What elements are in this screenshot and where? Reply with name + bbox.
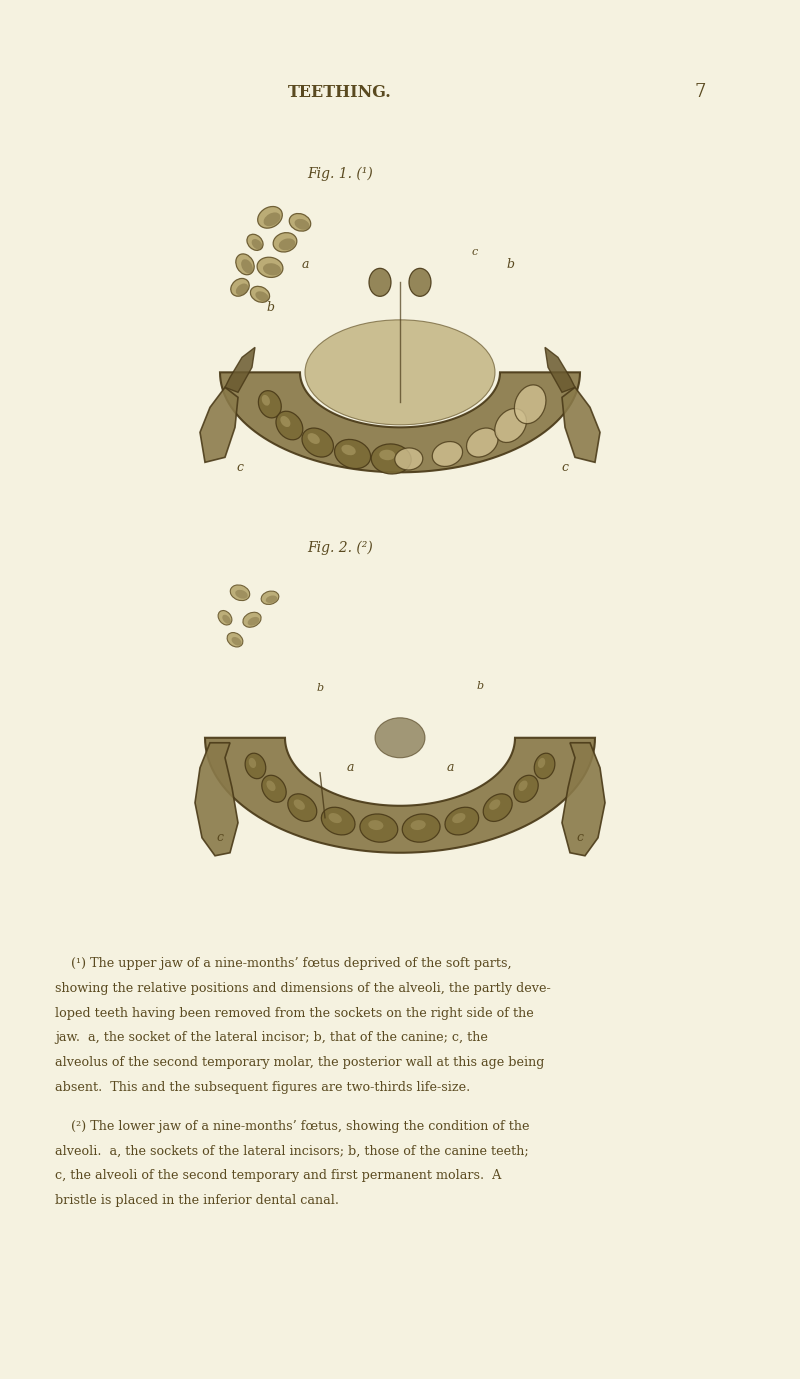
Polygon shape <box>220 372 580 473</box>
Ellipse shape <box>538 758 546 768</box>
Ellipse shape <box>231 637 242 645</box>
Ellipse shape <box>273 233 297 252</box>
Text: Fig. 2. (²): Fig. 2. (²) <box>307 541 373 554</box>
Ellipse shape <box>230 585 250 601</box>
Ellipse shape <box>452 814 466 823</box>
Ellipse shape <box>248 616 259 626</box>
Ellipse shape <box>294 800 305 809</box>
Ellipse shape <box>534 753 555 779</box>
Text: Fig. 1. (¹): Fig. 1. (¹) <box>307 167 373 181</box>
Ellipse shape <box>266 596 278 603</box>
Ellipse shape <box>409 269 431 296</box>
Text: b: b <box>506 258 514 270</box>
Ellipse shape <box>302 427 334 456</box>
Ellipse shape <box>294 219 310 230</box>
Ellipse shape <box>395 448 422 470</box>
Text: alveolus of the second temporary molar, the posterior wall at this age being: alveolus of the second temporary molar, … <box>55 1056 544 1069</box>
Text: c: c <box>472 247 478 258</box>
Text: a: a <box>302 258 309 270</box>
Ellipse shape <box>247 234 263 251</box>
Text: c: c <box>217 832 223 844</box>
Ellipse shape <box>445 807 478 834</box>
Ellipse shape <box>360 814 398 843</box>
Ellipse shape <box>280 416 290 427</box>
Text: TEETHING.: TEETHING. <box>288 84 392 101</box>
Ellipse shape <box>263 212 281 226</box>
Ellipse shape <box>218 611 232 625</box>
Ellipse shape <box>329 814 342 823</box>
Text: 7: 7 <box>694 83 706 102</box>
Ellipse shape <box>230 279 250 296</box>
Ellipse shape <box>368 821 383 830</box>
Ellipse shape <box>369 269 391 296</box>
Text: b: b <box>266 301 274 314</box>
Ellipse shape <box>241 259 253 273</box>
Text: c: c <box>577 832 583 844</box>
Ellipse shape <box>290 214 310 232</box>
Polygon shape <box>225 348 255 393</box>
Polygon shape <box>562 743 605 856</box>
Ellipse shape <box>305 320 495 425</box>
Ellipse shape <box>257 258 283 277</box>
Ellipse shape <box>235 590 248 598</box>
Ellipse shape <box>252 239 262 250</box>
Ellipse shape <box>379 450 395 461</box>
Text: bristle is placed in the inferior dental canal.: bristle is placed in the inferior dental… <box>55 1194 339 1207</box>
Text: alveoli.  a, the sockets of the lateral incisors; b, those of the canine teeth;: alveoli. a, the sockets of the lateral i… <box>55 1145 529 1157</box>
Ellipse shape <box>483 794 512 822</box>
Ellipse shape <box>489 800 500 809</box>
Ellipse shape <box>222 615 230 623</box>
Ellipse shape <box>402 814 440 843</box>
Text: absent.  This and the subsequent figures are two-thirds life-size.: absent. This and the subsequent figures … <box>55 1081 470 1094</box>
Text: loped teeth having been removed from the sockets on the right side of the: loped teeth having been removed from the… <box>55 1007 534 1019</box>
Polygon shape <box>545 348 575 393</box>
Text: c: c <box>237 461 243 474</box>
Ellipse shape <box>263 263 281 276</box>
Polygon shape <box>562 387 600 462</box>
Ellipse shape <box>258 390 282 418</box>
Text: b: b <box>317 683 323 692</box>
Ellipse shape <box>322 807 355 834</box>
Ellipse shape <box>255 291 269 302</box>
Polygon shape <box>205 738 595 852</box>
Ellipse shape <box>375 717 425 758</box>
Text: a: a <box>346 761 354 774</box>
Ellipse shape <box>342 445 356 455</box>
Ellipse shape <box>410 821 426 830</box>
Ellipse shape <box>261 592 279 604</box>
Ellipse shape <box>494 408 526 443</box>
Ellipse shape <box>245 753 266 779</box>
Text: showing the relative positions and dimensions of the alveoli, the partly deve-: showing the relative positions and dimen… <box>55 982 550 994</box>
Ellipse shape <box>514 775 538 803</box>
Polygon shape <box>195 743 238 856</box>
Ellipse shape <box>258 207 282 228</box>
Ellipse shape <box>262 394 270 405</box>
Ellipse shape <box>466 427 498 456</box>
Ellipse shape <box>432 441 462 466</box>
Ellipse shape <box>249 758 256 768</box>
Text: b: b <box>477 681 483 691</box>
Text: c: c <box>562 461 569 474</box>
Text: jaw.  a, the socket of the lateral incisor; b, that of the canine; c, the: jaw. a, the socket of the lateral inciso… <box>55 1031 488 1044</box>
Polygon shape <box>200 387 238 462</box>
Ellipse shape <box>307 433 320 444</box>
Ellipse shape <box>288 794 317 822</box>
Ellipse shape <box>518 781 527 792</box>
Ellipse shape <box>262 775 286 803</box>
Text: (¹) The upper jaw of a nine-months’ fœtus deprived of the soft parts,: (¹) The upper jaw of a nine-months’ fœtu… <box>55 957 512 969</box>
Ellipse shape <box>514 385 546 423</box>
Text: c, the alveoli of the second temporary and first permanent molars.  A: c, the alveoli of the second temporary a… <box>55 1169 502 1182</box>
Text: a: a <box>446 761 454 774</box>
Ellipse shape <box>266 781 275 792</box>
Text: (²) The lower jaw of a nine-months’ fœtus, showing the condition of the: (²) The lower jaw of a nine-months’ fœtu… <box>55 1120 530 1132</box>
Ellipse shape <box>227 633 243 647</box>
Ellipse shape <box>276 411 303 440</box>
Ellipse shape <box>236 254 254 274</box>
Ellipse shape <box>236 284 248 295</box>
Ellipse shape <box>334 440 370 469</box>
Ellipse shape <box>250 287 270 302</box>
Ellipse shape <box>278 239 295 250</box>
Ellipse shape <box>243 612 261 627</box>
Ellipse shape <box>371 444 411 474</box>
